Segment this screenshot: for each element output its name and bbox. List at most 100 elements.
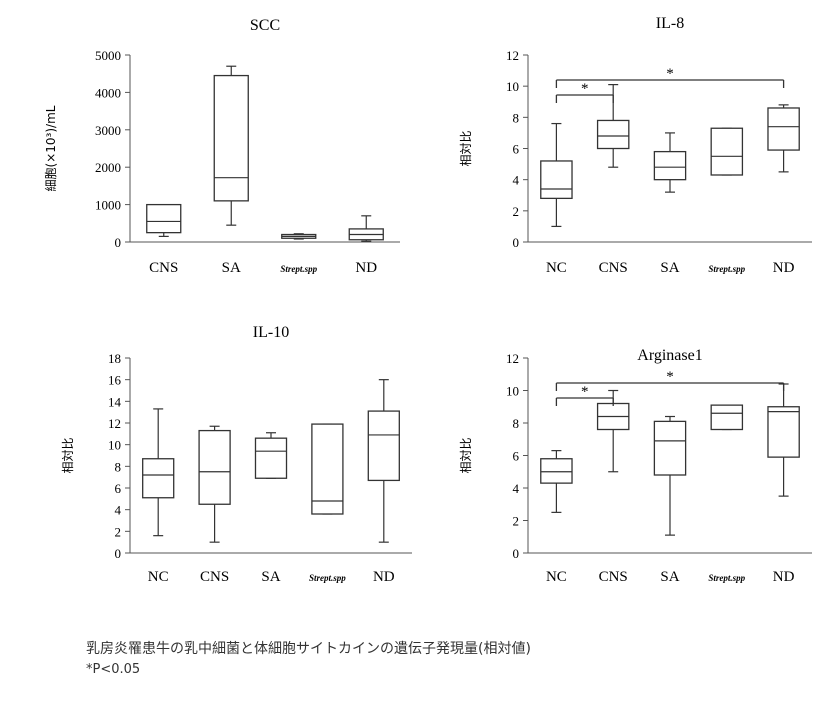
iqr-box [767, 107, 800, 151]
y-tick-label: 6 [513, 142, 520, 157]
iqr-box [653, 420, 687, 476]
y-tick-label: 6 [115, 481, 122, 496]
x-tick-label: Strept.spp [708, 573, 745, 583]
x-tick-label: Strept.spp [708, 264, 745, 274]
x-tick-label: ND [355, 260, 377, 276]
chart-title: IL-8 [656, 15, 684, 32]
significance-bracket: * [555, 81, 614, 103]
y-tick-label: 4 [115, 503, 122, 518]
significance-star: * [666, 369, 674, 385]
y-tick-label: 10 [506, 384, 519, 399]
iqr-box [710, 127, 744, 176]
box-nc [540, 122, 573, 228]
x-tick-label: ND [373, 569, 395, 585]
iqr-box [311, 423, 344, 515]
y-tick-label: 14 [108, 394, 122, 409]
y-tick-label: 12 [506, 48, 519, 63]
iqr-box [254, 437, 288, 479]
significance-star: * [581, 81, 589, 97]
y-tick-label: 8 [513, 416, 520, 431]
x-tick-label: Strept.spp [309, 573, 346, 583]
chart-title: Arginase1 [637, 347, 702, 364]
x-tick-label: ND [773, 569, 795, 585]
box-sa [213, 65, 249, 226]
y-tick-label: 4000 [95, 85, 121, 100]
y-tick-label: 12 [506, 351, 519, 366]
y-tick-label: 6 [513, 449, 520, 464]
box-sa [254, 432, 288, 479]
box-cns [146, 203, 182, 237]
y-tick-label: 0 [513, 235, 520, 250]
y-tick-label: 2 [115, 524, 122, 539]
box-cns [198, 425, 231, 543]
iqr-box [146, 203, 182, 234]
x-tick-label: Strept.spp [280, 264, 317, 274]
x-tick-label: SA [261, 569, 280, 585]
iqr-box [710, 404, 744, 431]
x-tick-label: CNS [599, 569, 628, 585]
box-nc [142, 408, 175, 537]
chart-panel-4: Arginase1 0 2 4 6 8 10 12 相対比 NC CNS SA Strept.spp ND… [459, 347, 812, 585]
box-nd [348, 215, 384, 242]
y-tick-label: 18 [108, 351, 121, 366]
y-axis-label: 細胞(×10³)/mL [44, 105, 58, 191]
chart-panel-3: IL-10 0 2 4 6 8 10 12 14 16 18 相対比 NC CNS SA Strept.spp… [61, 324, 412, 585]
y-tick-label: 4 [513, 481, 520, 496]
box-streptspp [710, 127, 744, 176]
y-tick-label: 2000 [95, 160, 121, 175]
significance-bracket: * [555, 369, 785, 391]
y-tick-label: 8 [115, 459, 122, 474]
box-streptspp [710, 404, 744, 431]
x-tick-label: SA [660, 569, 679, 585]
y-tick-label: 5000 [95, 48, 121, 63]
y-axis-label: 相対比 [459, 437, 473, 473]
chart-panel-1: SCC 0 1000 2000 3000 4000 5000 細胞(×10³)/mL CNS SA… [44, 17, 400, 276]
chart-panel-2: IL-8 0 2 4 6 8 10 12 相対比 NC CNS SA Strept.spp ND * * [459, 15, 812, 276]
x-tick-label: NC [546, 260, 567, 276]
y-tick-label: 3000 [95, 123, 121, 138]
box-nd [367, 379, 400, 543]
significance-note: *P<0.05 [86, 662, 141, 677]
significance-star: * [581, 384, 589, 400]
iqr-box [367, 410, 400, 482]
y-tick-label: 8 [513, 110, 520, 125]
significance-bracket: * [555, 66, 785, 88]
box-sa [653, 415, 687, 536]
box-streptspp [311, 423, 344, 515]
iqr-box [142, 458, 175, 499]
box-cns [596, 389, 630, 473]
iqr-box [198, 429, 231, 505]
y-tick-label: 0 [115, 235, 122, 250]
x-tick-label: SA [660, 260, 679, 276]
significance-bracket: * [555, 384, 614, 406]
iqr-box [596, 119, 630, 150]
figure-caption: 乳房炎罹患牛の乳中細菌と体細胞サイトカインの遺伝子発現量(相対値) [86, 641, 531, 657]
box-sa [653, 132, 687, 193]
y-tick-label: 10 [506, 79, 519, 94]
x-tick-label: ND [773, 260, 795, 276]
y-axis-label: 相対比 [61, 437, 75, 473]
box-nd [767, 383, 800, 497]
iqr-box [540, 160, 573, 200]
y-tick-label: 4 [513, 173, 520, 188]
chart-title: IL-10 [253, 324, 289, 341]
iqr-box [540, 458, 573, 484]
y-tick-label: 0 [513, 546, 520, 561]
significance-star: * [666, 66, 674, 82]
y-tick-label: 16 [108, 373, 122, 388]
iqr-box [213, 74, 249, 202]
y-tick-label: 10 [108, 438, 121, 453]
y-tick-label: 2 [513, 514, 520, 529]
box-nc [540, 450, 573, 513]
y-tick-label: 2 [513, 204, 520, 219]
y-axis-label: 相対比 [459, 130, 473, 166]
x-tick-label: NC [546, 569, 567, 585]
y-tick-label: 0 [115, 546, 122, 561]
x-tick-label: NC [148, 569, 169, 585]
box-nd [767, 104, 800, 173]
iqr-box [653, 150, 687, 181]
x-tick-label: CNS [200, 569, 229, 585]
chart-title: SCC [250, 17, 280, 34]
x-tick-label: CNS [149, 260, 178, 276]
